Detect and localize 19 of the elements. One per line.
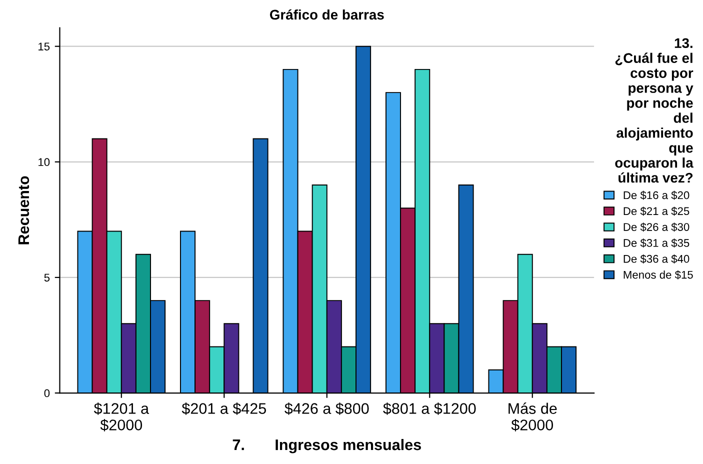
legend-label: De $16 a $20	[624, 190, 690, 200]
legend-label: De $36 a $40	[624, 254, 690, 264]
y-tick-label: 5	[44, 274, 50, 282]
legend-label: De $26 a $30	[624, 222, 690, 232]
x-tick-label: $801 a $1200	[383, 402, 476, 415]
x-tick-label: $201 a $425	[182, 402, 266, 415]
chart-title: Gráfico de barras	[270, 9, 384, 20]
x-tick-label: $426 a $800	[284, 402, 369, 415]
y-axis-title: Recuento	[18, 176, 30, 244]
y-tick-label: 15	[38, 42, 50, 50]
text: 13. ¿Cuál fue el costo por persona y por noche del alojamiento que ocuparon la última vez?	[615, 38, 694, 183]
x-axis-title: 7. Ingresos mensuales	[232, 438, 421, 454]
legend-label: Menos de $15	[624, 270, 693, 280]
legend-label: De $21 a $25	[624, 206, 690, 216]
y-tick-label: 10	[38, 158, 50, 166]
x-tick-label: Más de $2000	[508, 402, 557, 432]
legend-label: De $31 a $35	[624, 238, 690, 248]
y-tick-label: 0	[44, 389, 50, 398]
x-tick-label: $1201 a $2000	[94, 402, 150, 432]
